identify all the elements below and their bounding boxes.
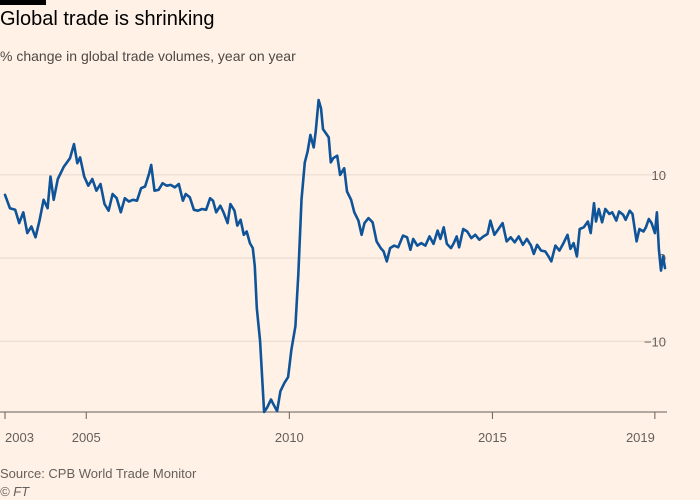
source-note: Source: CPB World Trade Monitor — [0, 466, 197, 481]
x-axis: 2003 2005 2010 2015 2019 — [0, 411, 667, 445]
x-tick-label-0: 2003 — [5, 430, 34, 445]
ft-brand-bar — [0, 0, 46, 5]
x-tick-label-2: 2010 — [275, 430, 304, 445]
line-chart: 100−10 2003 2005 2010 2015 2019 — [0, 98, 667, 445]
ft-credit: © FT — [0, 484, 30, 499]
chart-title: Global trade is shrinking — [0, 8, 215, 30]
chart-subtitle: % change in global trade volumes, year o… — [0, 48, 296, 64]
y-tick-label-2: −10 — [644, 334, 666, 349]
x-tick-label-3: 2015 — [478, 430, 507, 445]
y-tick-label-0: 10 — [652, 168, 666, 183]
x-tick-label-4: 2019 — [626, 430, 655, 445]
grid-lines — [0, 174, 667, 342]
series-line-0 — [3, 98, 667, 414]
series-layer — [3, 98, 667, 414]
x-tick-label-1: 2005 — [72, 430, 101, 445]
